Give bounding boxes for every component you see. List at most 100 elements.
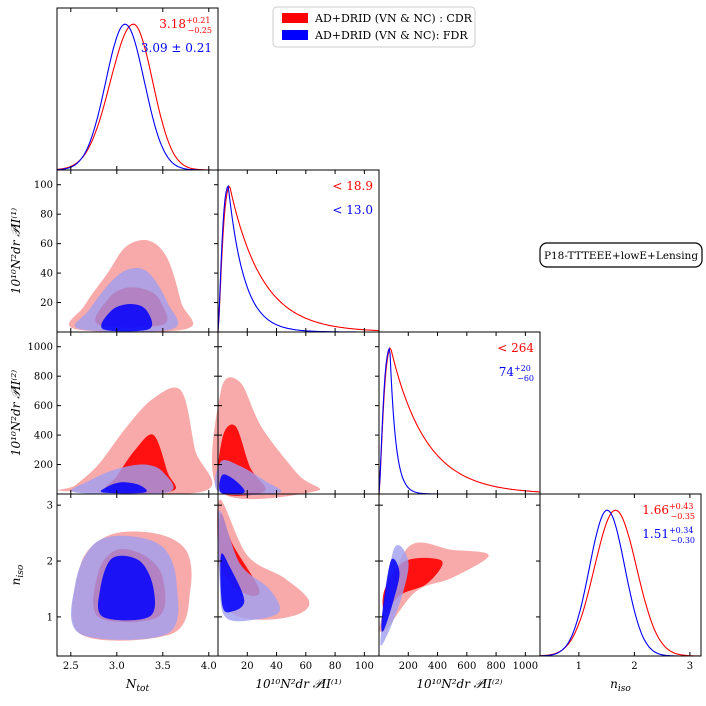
x-tick-label: 40 [270,661,283,672]
axes-frame-3-3 [539,493,702,657]
y-tick-label: 80 [40,210,53,221]
result-err-plus: +0.43 [669,502,694,511]
x-tick-label: 800 [487,661,506,672]
cdr-marginal-curve [378,347,540,495]
result-main: 3.18 [159,17,186,31]
fdr-outer-contour [71,464,174,495]
result-main: 74 [499,365,515,379]
y-tick-label: 40 [40,269,53,280]
y-tick-label: 1 [47,612,53,623]
legend: AD+DRID (VN & NC) : CDR AD+DRID (VN & NC… [272,6,476,48]
marginal-P_II_1: < 18.9 < 13.0 [217,179,380,333]
legend-frame [272,6,476,48]
result-main: < 264 [497,341,534,355]
fdr-inner-contour [219,474,245,495]
fdr-inner-contour [220,553,245,613]
y-tick-label: 60 [40,239,53,250]
x-tick-label: 3.5 [155,661,171,672]
contour-panel-N_tot-P_II_1 [68,240,194,333]
cdr-outer-contour [57,387,213,495]
x-tick-label: 20 [241,661,254,672]
x-tick-label: 600 [457,661,476,672]
result-main: 3.09 ± 0.21 [141,41,212,55]
marginal-P_II_2: < 264 74+20 −60 [378,341,540,495]
result-err-minus: −0.25 [187,26,212,35]
contour-panel-N_tot-P_II_2 [57,387,213,495]
fdr-inner-contour [101,304,153,332]
cdr-result-label: 3.18+0.21 −0.25 [159,16,212,35]
result-err-minus: −60 [517,374,534,383]
dataset-box-frame [539,242,703,268]
contour-panel-N_tot-n_iso [71,531,192,641]
y-tick-labels-P_II_1: 20 40 60 80 100 [34,180,53,309]
panel-frame [378,331,541,495]
x-tick-labels-P_II_1: 20 40 60 80 100 [241,661,374,672]
x-tick-labels-P_II_2: 200 400 600 800 1000 [399,661,538,672]
panel-frame [539,493,702,657]
axes-frame-2-2 [378,331,541,495]
dataset-label: P18-TTTEEE+lowE+Lensing [544,250,698,262]
panels-layer: 3.18+0.21 −0.25 3.09 ± 0.21 < 18.9 < 13.0 < 2… [56,16,701,657]
dataset-box: P18-TTTEEE+lowE+Lensing [539,242,703,268]
result-err-plus: +20 [514,364,531,373]
result-err-minus: −0.35 [670,512,695,521]
fdr-result-label: 1.51+0.34 −0.30 [642,526,695,545]
result-err-plus: +0.34 [669,526,694,535]
axis-label-main: 10¹⁰N²dr 𝒫II⁽¹⁾ [255,677,341,691]
result-err-minus: −0.30 [670,536,695,545]
y-tick-label: 20 [40,298,53,309]
x-tick-label: 3 [687,661,693,672]
x-tick-label: 4.0 [201,661,217,672]
result-main: 1.66 [642,503,669,517]
axis-label-main: N [125,677,137,691]
y-tick-label: 100 [34,180,53,191]
x-axis-label-P_II_2: 10¹⁰N²dr 𝒫II⁽²⁾ [416,677,502,691]
cdr-result-label: 1.66+0.43 −0.35 [642,502,695,521]
axis-label-sub: iso [16,564,26,577]
x-tick-label: 400 [428,661,447,672]
axis-label-sub: tot [136,684,149,694]
legend-label-fdr: AD+DRID (VN & NC): FDR [314,29,468,42]
result-main: 1.51 [642,527,669,541]
fdr-inner-contour [97,555,156,621]
fdr-result-label: 74+20 −60 [499,364,534,383]
x-tick-label: 1 [576,661,582,672]
cdr-result-label: < 18.9 [332,179,373,193]
axis-labels: Ntot 10¹⁰N²dr 𝒫II⁽¹⁾ 10¹⁰N²dr 𝒫II⁽²⁾ niso10… [9,208,631,694]
y-tick-labels-P_II_2: 200 400 600 800 1000 [28,342,53,471]
result-err-plus: +0.21 [186,16,211,25]
fdr-inner-contour [100,482,147,494]
x-tick-label: 1000 [513,661,538,672]
y-tick-labels-n_iso: 1 2 3 [47,501,53,624]
y-axis-label-P_II_2: 10¹⁰N²dr 𝒫II⁽²⁾ [9,370,23,456]
fdr-outer-contour [74,267,179,332]
x-tick-label: 3.0 [109,661,125,672]
fdr-result-label: 3.09 ± 0.21 [141,41,212,55]
y-axis-label-P_II_1: 10¹⁰N²dr 𝒫II⁽¹⁾ [9,208,23,294]
x-axis-label-n_iso: niso [610,677,631,694]
axes-layer: 2.5 3.0 3.5 4.0 20 40 60 80 100 200 400 600 800 1000 1… [9,7,702,694]
axis-label-main: 10¹⁰N²dr 𝒫II⁽¹⁾ [9,208,23,294]
x-tick-label: 80 [329,661,342,672]
legend-swatch-fdr [282,30,308,40]
x-tick-label: 60 [299,661,312,672]
panel-frame [217,169,380,333]
axes-frame-1-1 [217,169,380,333]
axis-label-main: n [9,578,23,586]
legend-label-cdr: AD+DRID (VN & NC) : CDR [314,12,473,25]
y-tick-label: 2 [47,557,53,568]
axis-label-main: n [610,677,618,691]
x-tick-label: 100 [355,661,374,672]
cdr-marginal-curve [217,185,380,333]
y-axis-label-n_iso: niso [9,564,26,585]
y-tick-label: 1000 [28,342,53,353]
y-tick-label: 800 [34,372,53,383]
x-tick-labels-N_tot: 2.5 3.0 3.5 4.0 [63,661,217,672]
x-tick-label: 2.5 [63,661,79,672]
legend-swatch-cdr [282,13,308,23]
fdr-inner-contour [381,558,400,632]
axis-label-main: 10¹⁰N²dr 𝒫II⁽²⁾ [9,370,23,456]
x-tick-label: 200 [399,661,418,672]
x-tick-labels-n_iso: 1 2 3 [576,661,693,672]
